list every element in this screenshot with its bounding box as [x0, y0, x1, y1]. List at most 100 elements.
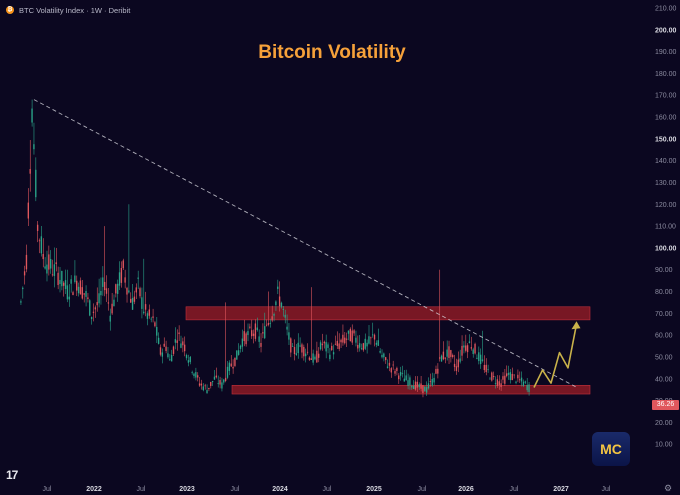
candle-body — [70, 279, 72, 284]
candle-body — [111, 303, 113, 314]
candle-body — [290, 338, 292, 353]
candle-body — [362, 343, 365, 351]
candle-body — [424, 386, 426, 392]
candle-body — [159, 347, 162, 355]
candle-body — [331, 345, 333, 350]
trendline — [33, 99, 578, 388]
candle-body — [89, 300, 91, 316]
candle-body — [433, 377, 435, 383]
candle-body — [466, 345, 469, 353]
y-tick-label: 170.00 — [655, 93, 677, 100]
candle-body — [345, 338, 348, 340]
candle-body — [178, 332, 180, 335]
candle-body — [193, 373, 195, 377]
candle-body — [249, 326, 251, 328]
candle-body — [297, 342, 299, 354]
candle-body — [452, 355, 454, 358]
candle-body — [48, 254, 50, 270]
candle-body — [366, 342, 368, 347]
y-tick-label: 60.00 — [655, 333, 673, 340]
x-tick-label: 2022 — [86, 486, 102, 493]
candle-body — [200, 383, 203, 386]
candle-body — [262, 332, 264, 334]
y-tick-label: 80.00 — [655, 289, 673, 296]
candle-body — [323, 341, 325, 344]
candle-body — [36, 224, 39, 231]
candle-body — [453, 363, 456, 367]
candle-body — [314, 356, 316, 360]
candle-body — [98, 293, 100, 304]
candle-body — [476, 357, 478, 359]
candle-body — [355, 337, 357, 343]
x-tick-label: 2023 — [179, 486, 195, 493]
candle-body — [489, 378, 491, 380]
y-tick-label: 120.00 — [655, 202, 677, 209]
candle-body — [79, 280, 82, 295]
candle-body — [29, 169, 31, 174]
y-tick-label: 100.00 — [655, 245, 677, 252]
candle-body — [20, 301, 22, 303]
zone-resistance — [185, 306, 591, 321]
candle-body — [211, 380, 214, 383]
candle-body — [357, 344, 359, 349]
candle-body — [390, 368, 392, 373]
candle-body — [170, 354, 173, 362]
x-tick-label: Jul — [43, 486, 52, 493]
candle-body — [195, 372, 197, 378]
candle-body — [113, 299, 115, 307]
candle-body — [304, 353, 307, 357]
candle-body — [405, 375, 407, 381]
candle-body — [463, 345, 465, 348]
candle-body — [280, 302, 283, 308]
candle-body — [120, 267, 123, 283]
candle-body — [271, 316, 273, 321]
symbol-legend[interactable]: ₿ BTC Volatility Index · 1W · Deribit — [6, 4, 130, 16]
candle-body — [269, 322, 271, 324]
candle-body — [139, 288, 141, 297]
candle-body — [388, 362, 391, 366]
candle-body — [288, 332, 290, 340]
candle-body — [182, 341, 184, 346]
candle-body — [353, 330, 355, 334]
x-tick-label: 2024 — [272, 486, 288, 493]
candle-body — [76, 280, 78, 291]
tradingview-logo[interactable]: 17 — [6, 468, 18, 482]
last-price-badge: 36.26 — [652, 400, 679, 410]
candle-body — [312, 353, 314, 363]
candle-body — [169, 359, 171, 361]
candle-body — [515, 381, 517, 383]
arrow-head — [571, 321, 581, 330]
candle-body — [206, 390, 208, 394]
candle-body — [131, 297, 134, 310]
candle-body — [517, 374, 519, 379]
candle-body — [217, 383, 219, 385]
candle-body — [414, 381, 417, 390]
candle-body — [90, 316, 93, 320]
candle-body — [35, 169, 37, 198]
candle-body — [228, 362, 231, 371]
candle-body — [232, 366, 234, 369]
candle-body — [457, 359, 459, 368]
candle-body — [513, 374, 515, 376]
candle-body — [264, 326, 266, 339]
candle-body — [459, 358, 461, 362]
candle-body — [273, 313, 275, 316]
candle-body — [306, 351, 309, 353]
candle-body — [141, 297, 143, 309]
candle-body — [115, 284, 117, 294]
y-tick-label: 210.00 — [655, 6, 677, 13]
candle-body — [204, 385, 206, 387]
x-tick-label: Jul — [231, 486, 240, 493]
candle-body — [442, 351, 445, 360]
candle-body — [144, 304, 147, 310]
candle-body — [38, 240, 41, 242]
projection-arrow — [533, 324, 578, 388]
gear-icon[interactable]: ⚙ — [664, 483, 673, 493]
candle-body — [403, 378, 405, 382]
candle-body — [197, 375, 199, 378]
candle-body — [277, 286, 279, 289]
x-tick-label: 2026 — [458, 486, 474, 493]
candle-body — [85, 291, 87, 297]
